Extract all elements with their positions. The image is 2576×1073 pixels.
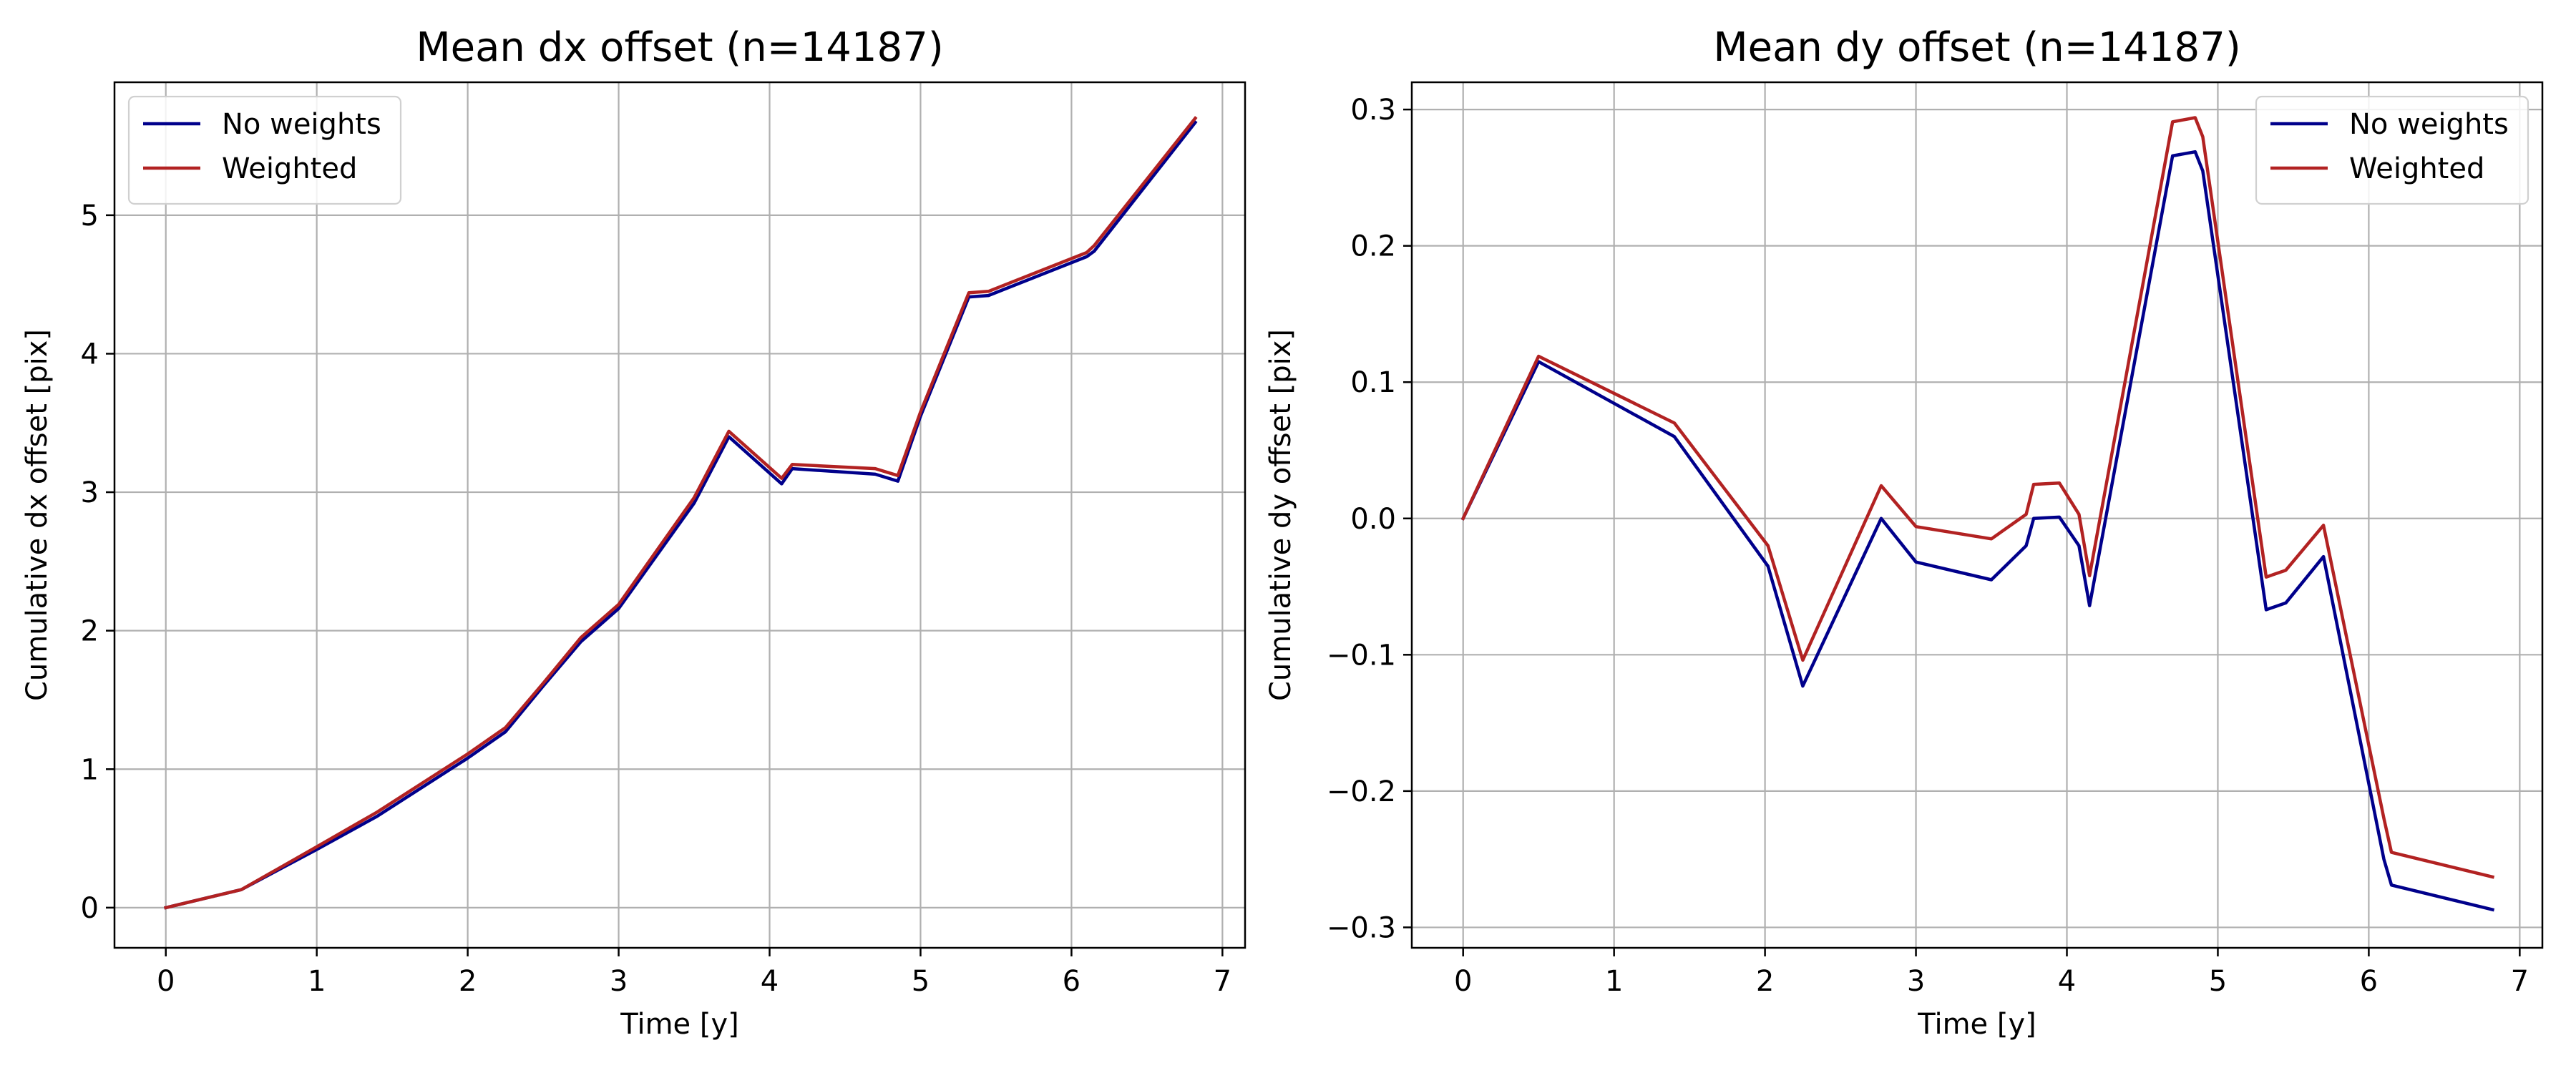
legend-label: No weights bbox=[2349, 108, 2509, 141]
x-tick-label: 2 bbox=[1756, 965, 1774, 998]
x-tick-label: 2 bbox=[459, 965, 477, 998]
y-tick-label: 1 bbox=[81, 753, 99, 786]
y-tick-label: 0.1 bbox=[1350, 366, 1396, 399]
legend-label: Weighted bbox=[222, 152, 357, 185]
y-tick-label: 2 bbox=[81, 615, 99, 648]
legend-label: Weighted bbox=[2349, 152, 2484, 185]
y-tick-label: −0.2 bbox=[1327, 775, 1396, 808]
y-tick-label: 5 bbox=[81, 200, 99, 232]
x-tick-label: 6 bbox=[1063, 965, 1080, 998]
axes-frame bbox=[1410, 81, 2544, 949]
x-tick-label: 3 bbox=[610, 965, 628, 998]
plot-area bbox=[1412, 82, 2542, 948]
x-tick-label: 0 bbox=[157, 965, 175, 998]
x-axis-label: Time [y] bbox=[1917, 1008, 2036, 1041]
x-axis-label: Time [y] bbox=[620, 1008, 739, 1041]
legend: No weights Weighted bbox=[127, 95, 402, 205]
x-tick-label: 5 bbox=[2209, 965, 2227, 998]
legend-label: No weights bbox=[222, 108, 381, 141]
chart-title: Mean dy offset (n=14187) bbox=[1713, 24, 2240, 71]
y-tick-label: 3 bbox=[81, 476, 99, 509]
chart-panel-1: 0 1 2 3 4 5 6 7 0 1 2 3 4 5 Mean dx offset (n=14187) Ti… bbox=[21, 24, 1246, 1041]
x-tick-label: 1 bbox=[1605, 965, 1623, 998]
y-tick-label: −0.1 bbox=[1327, 639, 1396, 672]
x-tick-label: 4 bbox=[2058, 965, 2076, 998]
x-tick-label: 4 bbox=[761, 965, 779, 998]
x-tick-label: 1 bbox=[308, 965, 326, 998]
series-line-weighted bbox=[1460, 116, 2495, 879]
series-line-weighted bbox=[163, 116, 1198, 910]
chart-panel-2: 0 1 2 3 4 5 6 7 −0.3 −0.2 −0.1 0.0 0.1 0.2 0.3 Mean dy … bbox=[1264, 24, 2544, 1041]
x-tick-label: 7 bbox=[1214, 965, 1231, 998]
y-axis-label: Cumulative dy offset [pix] bbox=[1264, 329, 1297, 701]
series-line-no-weights bbox=[1460, 150, 2495, 912]
x-tick-label: 7 bbox=[2511, 965, 2529, 998]
y-tick-label: 4 bbox=[81, 338, 99, 371]
axes-frame bbox=[113, 81, 1246, 949]
x-tick-label: 0 bbox=[1454, 965, 1472, 998]
x-tick-label: 5 bbox=[912, 965, 930, 998]
plot-area bbox=[114, 82, 1245, 948]
y-tick-label: 0.2 bbox=[1350, 230, 1396, 263]
y-tick-label: 0.0 bbox=[1350, 503, 1396, 536]
x-tick-label: 6 bbox=[2360, 965, 2378, 998]
series-line-no-weights bbox=[163, 119, 1198, 910]
y-tick-label: −0.3 bbox=[1327, 911, 1396, 944]
legend: No weights Weighted bbox=[2255, 95, 2529, 205]
y-axis-label: Cumulative dx offset [pix] bbox=[21, 329, 54, 701]
chart-title: Mean dx offset (n=14187) bbox=[416, 24, 943, 71]
y-tick-label: 0 bbox=[81, 892, 99, 925]
x-tick-label: 3 bbox=[1907, 965, 1925, 998]
y-tick-label: 0.3 bbox=[1350, 94, 1396, 127]
